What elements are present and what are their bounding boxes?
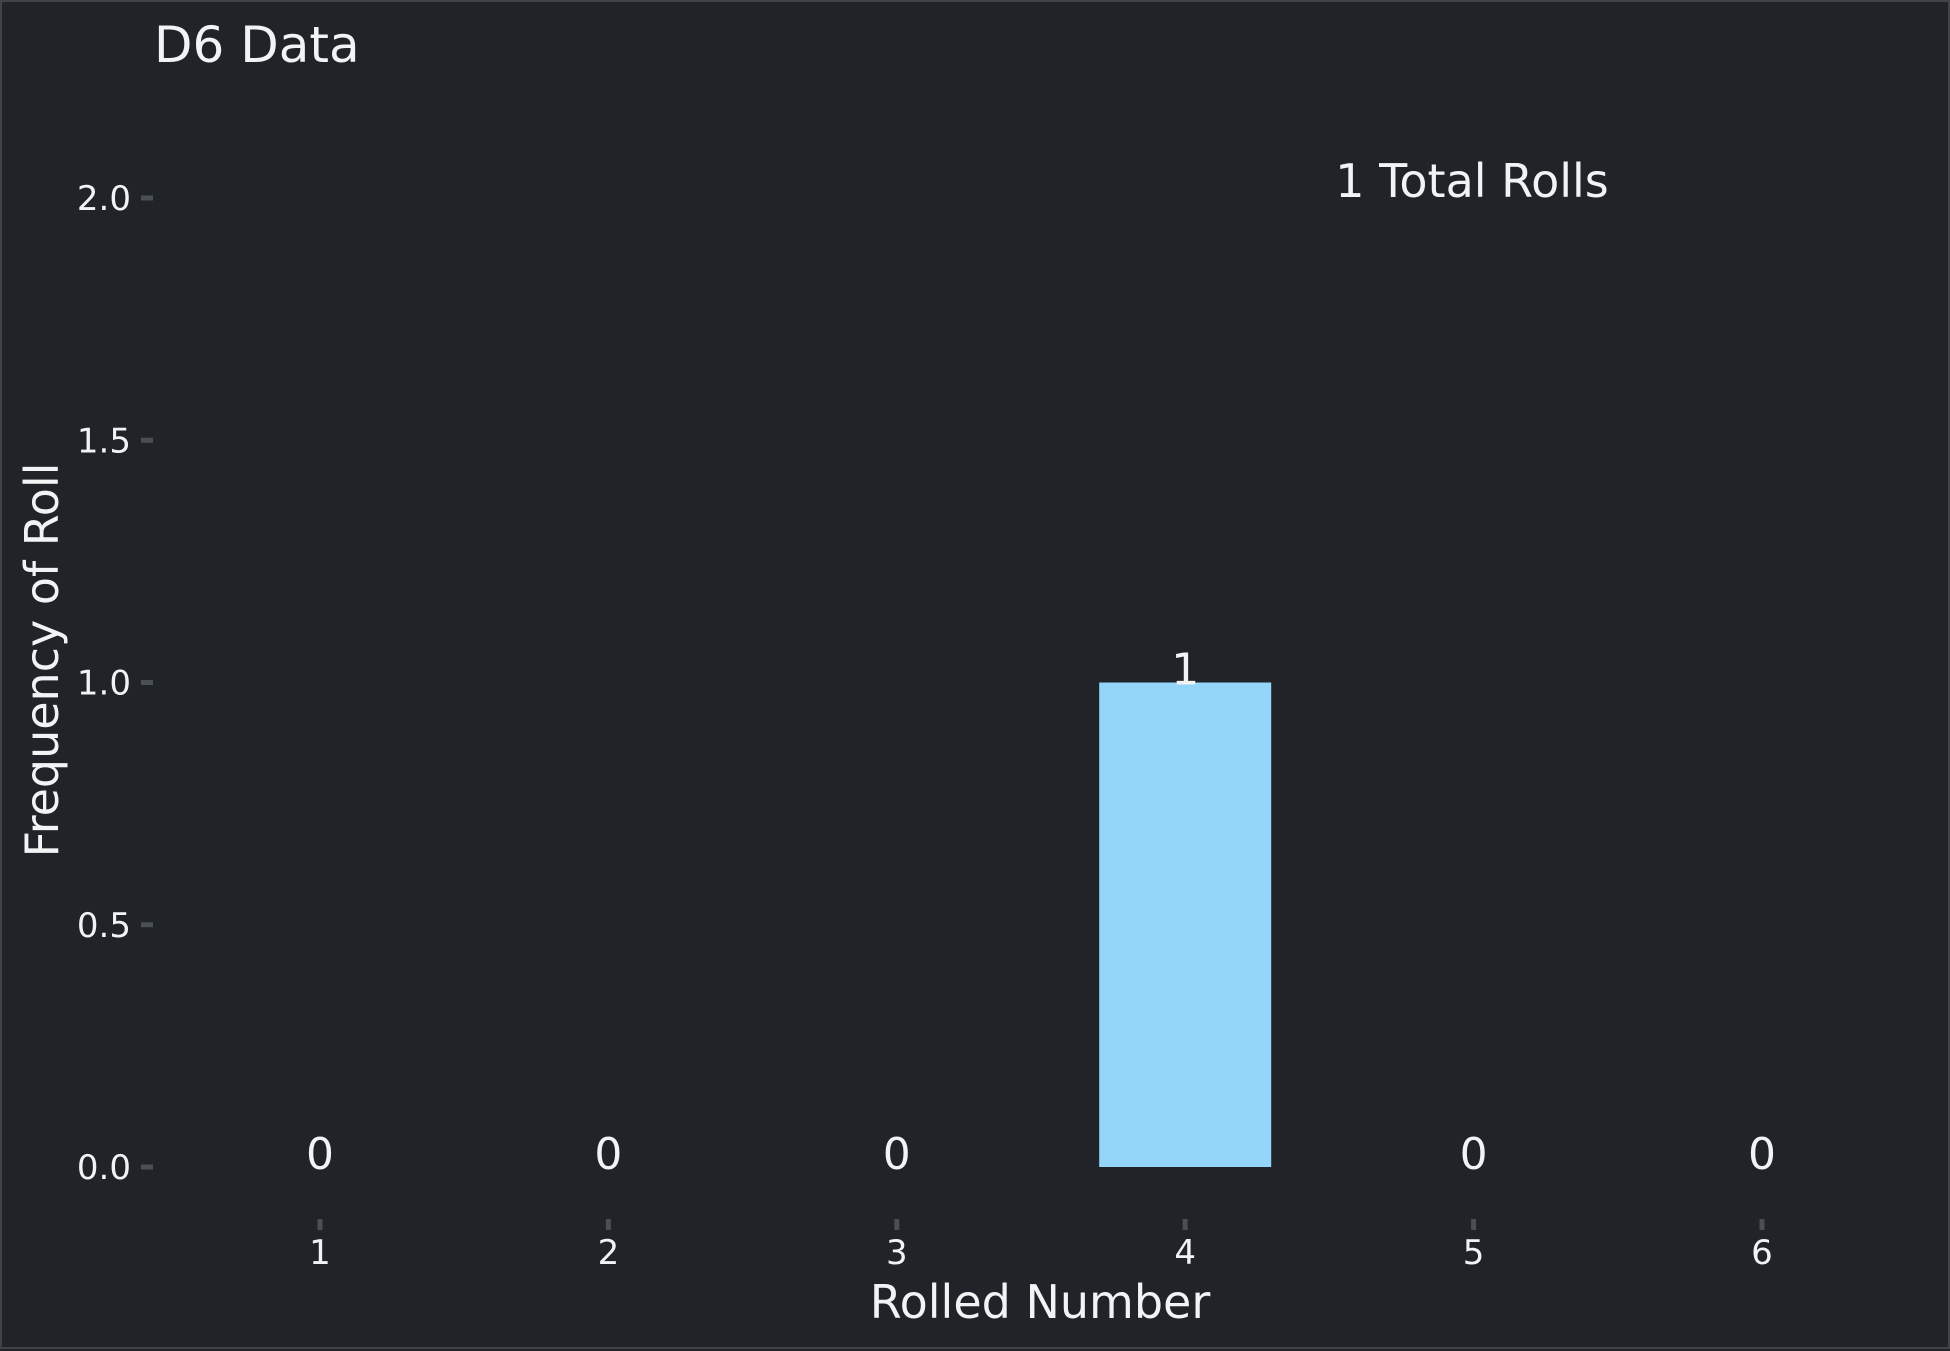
y-tick-label: 0.5 bbox=[77, 906, 131, 946]
x-axis-ticks: 1 2 3 4 5 6 bbox=[309, 1219, 1773, 1273]
y-axis-label: Frequency of Roll bbox=[15, 463, 69, 858]
y-axis-ticks: 0.0 0.5 1.0 1.5 2.0 bbox=[77, 179, 153, 1188]
x-tick-label: 4 bbox=[1174, 1233, 1196, 1273]
y-tick-label: 1.0 bbox=[77, 664, 131, 704]
data-label-4: 1 bbox=[1171, 645, 1199, 696]
x-tick-label: 1 bbox=[309, 1233, 331, 1273]
data-label-5: 0 bbox=[1460, 1129, 1488, 1180]
data-label-1: 0 bbox=[306, 1129, 334, 1180]
bar-4 bbox=[1099, 682, 1272, 1167]
y-tick-label: 2.0 bbox=[77, 179, 131, 219]
chart-title: D6 Data bbox=[154, 16, 360, 74]
data-label-2: 0 bbox=[594, 1129, 622, 1180]
x-axis-label: Rolled Number bbox=[870, 1275, 1211, 1329]
x-tick-label: 6 bbox=[1751, 1233, 1773, 1273]
x-tick-label: 2 bbox=[598, 1233, 620, 1273]
bars-group bbox=[1099, 682, 1272, 1167]
total-rolls-annotation: 1 Total Rolls bbox=[1335, 154, 1609, 208]
y-tick-label: 0.0 bbox=[77, 1148, 131, 1188]
data-label-3: 0 bbox=[883, 1129, 911, 1180]
y-tick-label: 1.5 bbox=[77, 421, 131, 461]
data-label-6: 0 bbox=[1748, 1129, 1776, 1180]
x-tick-label: 3 bbox=[886, 1233, 908, 1273]
data-labels-group: 0 0 0 1 0 0 bbox=[306, 645, 1776, 1181]
x-tick-label: 5 bbox=[1463, 1233, 1485, 1273]
